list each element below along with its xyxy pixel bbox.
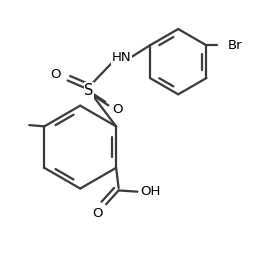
Text: O: O (50, 68, 60, 81)
Text: O: O (92, 207, 102, 219)
Text: S: S (84, 83, 94, 98)
Text: HN: HN (112, 51, 131, 65)
Text: Br: Br (228, 39, 242, 52)
Text: O: O (113, 103, 123, 116)
Text: OH: OH (140, 185, 160, 198)
